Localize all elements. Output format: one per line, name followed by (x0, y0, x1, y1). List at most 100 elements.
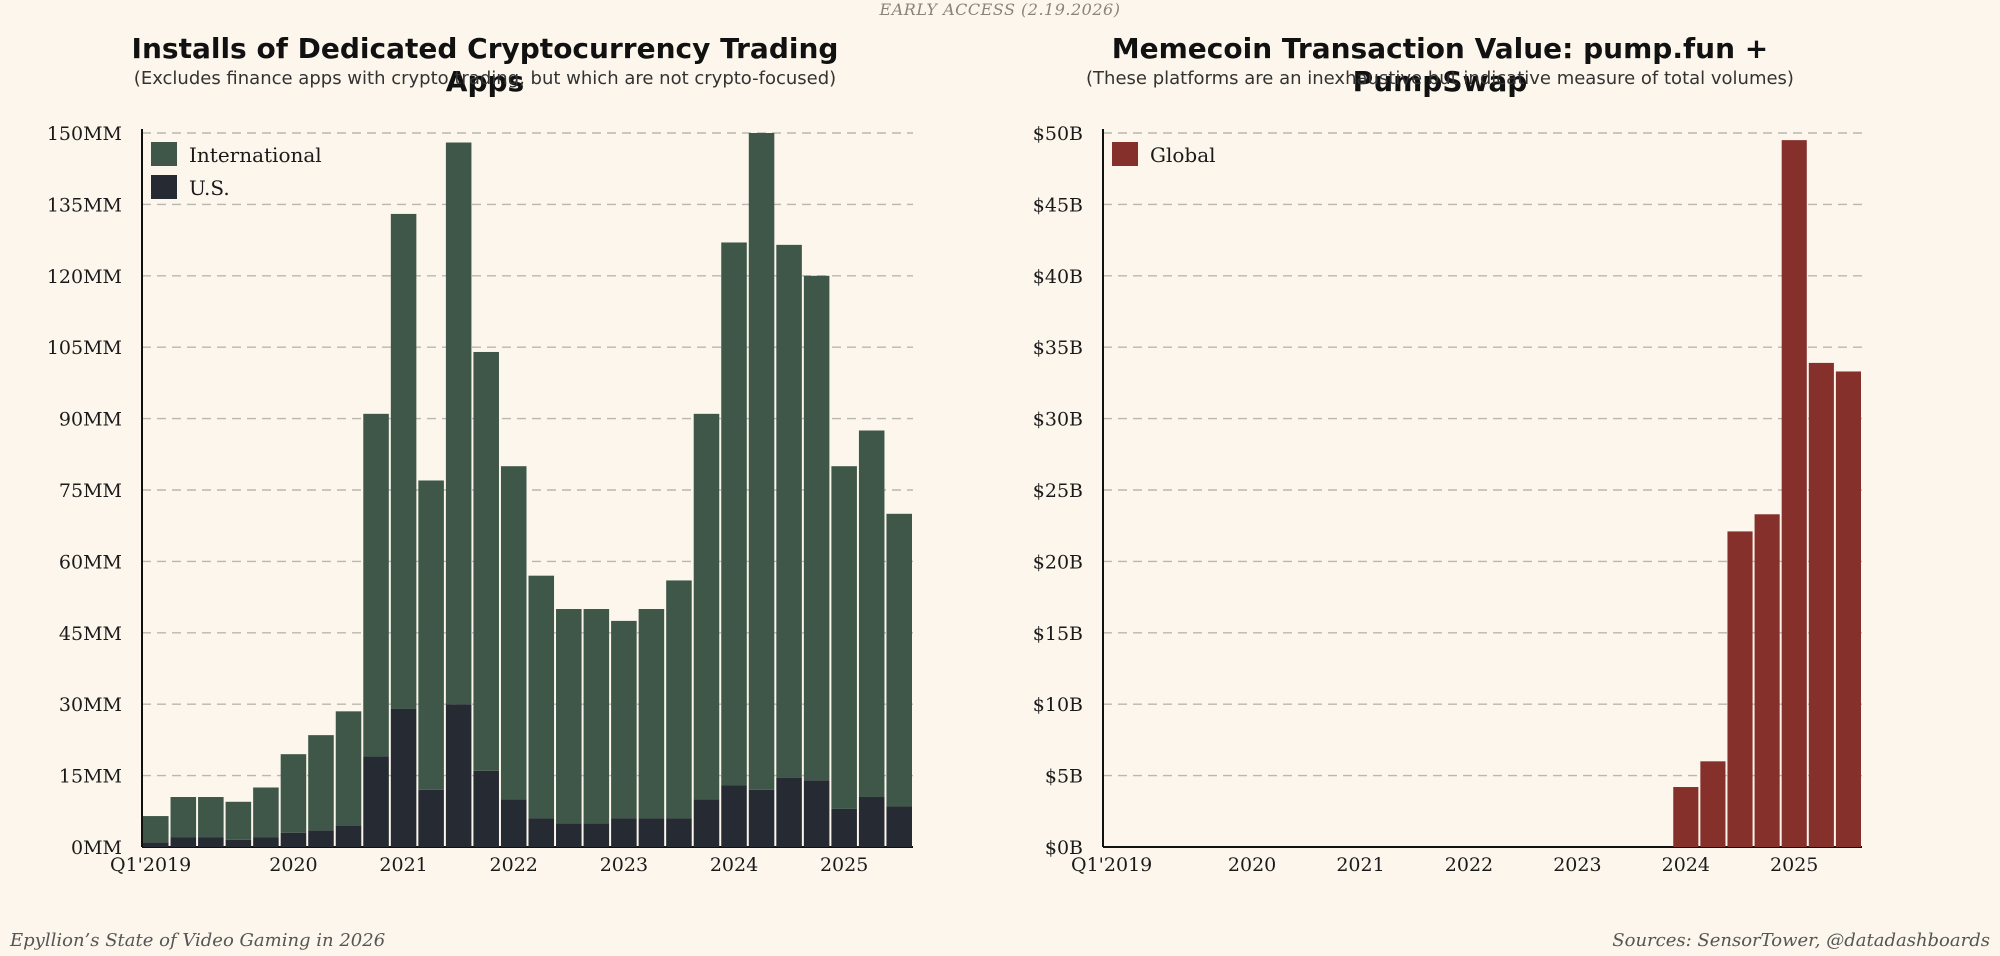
y-tick-label: $35B (1033, 337, 1083, 359)
bar-us-q4-2023 (666, 818, 692, 847)
x-tick-label: 2020 (269, 854, 317, 876)
installs-chart: 0MM 15MM 30MM 45MM 60MM 75MM 90MM 105MM 120MM 135… (47, 123, 913, 876)
x-tick-label: 2025 (820, 854, 868, 876)
legend-swatch-us (151, 175, 177, 199)
bar-international-q1-2025 (803, 275, 830, 781)
bar-international-q1-2023 (583, 609, 610, 824)
x-tick-label: Q1'2019 (1071, 854, 1152, 876)
bar-us-q4-2021 (445, 704, 472, 847)
x-tick-label: 2022 (1445, 854, 1493, 876)
bar-global-q2-2025 (1808, 362, 1834, 847)
bar-us-q1-2019 (143, 842, 169, 847)
y-tick-label: $15B (1033, 623, 1083, 645)
left-chart-title: Installs of Dedicated Cryptocurrency Tra… (131, 32, 839, 98)
bar-us-q2-2020 (280, 832, 307, 847)
bar-us-q3-2024 (748, 789, 775, 847)
y-tick-label: 15MM (59, 766, 122, 788)
bar-us-q1-2021 (363, 756, 389, 847)
footer-sources: Sources: SensorTower, @datadashboards (1612, 930, 1990, 951)
bar-international-q3-2019 (198, 797, 224, 838)
bar-global-q1-2025 (1781, 140, 1807, 847)
bar-us-q4-2022 (556, 823, 582, 847)
bar-us-q4-2024 (776, 777, 802, 847)
bar-us-q2-2025 (831, 808, 857, 847)
bar-international-q4-2022 (556, 609, 582, 824)
bar-international-q4-2021 (445, 142, 472, 705)
bar-international-q4-2023 (666, 580, 692, 819)
legend-label-global: Global (1150, 143, 1216, 167)
bar-international-q4-2025 (886, 513, 912, 807)
y-tick-label: $40B (1033, 266, 1083, 288)
y-tick-label: 90MM (59, 409, 122, 431)
y-tick-label: $20B (1033, 551, 1083, 573)
bar-international-q3-2021 (418, 480, 444, 790)
bar-international-q3-2025 (858, 430, 885, 798)
bar-international-q4-2020 (335, 711, 362, 826)
bar-us-q4-2019 (225, 839, 252, 847)
y-tick-label: $50B (1033, 123, 1083, 145)
bar-international-q2-2022 (500, 466, 527, 800)
bar-international-q2-2024 (721, 242, 747, 786)
x-tick-label: 2022 (490, 854, 538, 876)
y-tick-label: 105MM (47, 337, 122, 359)
bar-us-q3-2019 (198, 837, 224, 847)
bar-us-q1-2020 (253, 837, 279, 847)
footer-report-title: Epyllion’s State of Video Gaming in 2026 (10, 930, 386, 951)
bar-us-q2-2021 (390, 708, 417, 847)
bar-international-q4-2019 (225, 801, 252, 840)
memecoin-chart: $0B $5B $10B $15B $20B $25B $30B $35B $40B $45B $5… (1033, 123, 1862, 876)
y-tick-label: $45B (1033, 194, 1083, 216)
right-chart-subtitle: (These platforms are an inexhaustive but… (1086, 68, 1794, 89)
bar-us-q3-2022 (528, 818, 555, 847)
x-tick-label: 2025 (1770, 854, 1818, 876)
bar-global-q4-2024 (1754, 514, 1780, 847)
right-chart-title: Memecoin Transaction Value: pump.fun + P… (1111, 32, 1769, 98)
bar-us-q3-2020 (308, 830, 334, 847)
bar-international-q2-2021 (390, 213, 417, 709)
legend-swatch-international (151, 142, 177, 166)
bar-international-q1-2024 (693, 413, 720, 800)
x-tick-label: 2023 (1553, 854, 1601, 876)
y-tick-label: $0B (1045, 837, 1083, 859)
bar-international-q1-2021 (363, 413, 389, 757)
y-tick-label: $25B (1033, 480, 1083, 502)
bar-us-q1-2023 (583, 823, 610, 847)
bar-us-q3-2021 (418, 789, 444, 847)
bar-international-q1-2020 (253, 787, 279, 838)
y-tick-label: 75MM (59, 480, 122, 502)
y-tick-label: 135MM (47, 194, 122, 216)
legend-label-international: International (189, 143, 322, 167)
bar-international-q1-2019 (143, 816, 169, 843)
early-access-banner: EARLY ACCESS (2.19.2026) (879, 0, 1121, 19)
bar-international-q3-2024 (748, 133, 775, 790)
y-tick-label: 60MM (59, 551, 122, 573)
bar-us-q3-2025 (858, 797, 885, 847)
y-tick-label: $30B (1033, 409, 1083, 431)
y-tick-label: $10B (1033, 694, 1083, 716)
bar-global-q3-2024 (1727, 531, 1753, 847)
bar-international-q2-2020 (280, 754, 307, 833)
bar-us-q4-2020 (335, 825, 362, 847)
bar-us-q2-2023 (611, 818, 637, 847)
bar-global-q3-2025 (1835, 371, 1861, 847)
y-tick-label: 150MM (47, 123, 122, 145)
bar-international-q4-2024 (776, 244, 802, 778)
bar-us-q1-2022 (473, 770, 499, 847)
bar-international-q3-2022 (528, 575, 555, 819)
bar-global-q1-2024 (1673, 787, 1699, 847)
x-tick-label: 2021 (1336, 854, 1384, 876)
y-tick-label: 0MM (71, 837, 122, 859)
x-tick-label: 2024 (710, 854, 758, 876)
legend-label-us: U.S. (189, 176, 230, 200)
bar-international-q1-2022 (473, 351, 499, 771)
bar-international-q3-2023 (638, 609, 665, 819)
left-chart-subtitle: (Excludes finance apps with crypto tradi… (133, 68, 837, 89)
bar-us-q2-2019 (170, 837, 197, 847)
x-tick-label: 2021 (379, 854, 427, 876)
x-tick-label: Q1'2019 (110, 854, 191, 876)
y-tick-label: 120MM (47, 266, 122, 288)
y-tick-label: $5B (1045, 766, 1083, 788)
legend-swatch-global (1112, 142, 1138, 166)
bar-us-q1-2024 (693, 799, 720, 847)
bar-us-q4-2025 (886, 806, 912, 847)
